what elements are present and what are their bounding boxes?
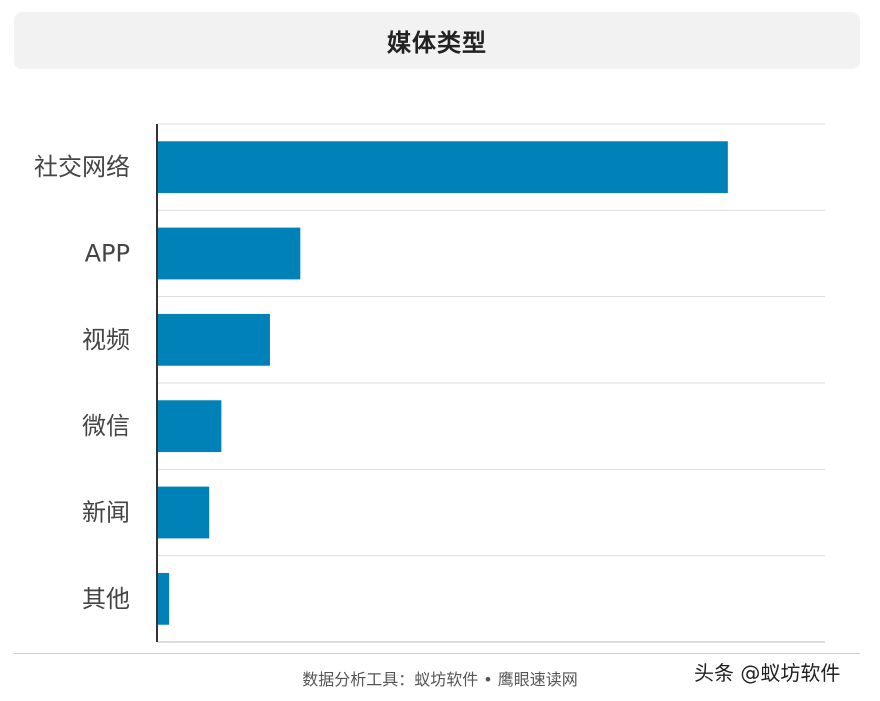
category-label-3: 视频 — [82, 326, 130, 354]
bar-5 — [157, 486, 210, 539]
bar-2 — [157, 227, 301, 280]
chart-title: 媒体类型 — [387, 29, 487, 57]
watermark: 头条 @蚁坊软件 — [694, 661, 841, 685]
footer-divider — [14, 653, 860, 654]
category-label-4: 微信 — [82, 412, 130, 440]
category-label-6: 其他 — [82, 585, 130, 613]
bar-1 — [157, 141, 728, 194]
bar-6 — [157, 572, 170, 625]
chart-title-bar: 媒体类型 — [14, 12, 860, 69]
category-label-1: 社交网络 — [34, 153, 130, 181]
bar-3 — [157, 313, 270, 366]
bar-4 — [157, 400, 222, 453]
category-label-5: 新闻 — [82, 499, 130, 527]
data-source-note: 数据分析工具：蚁坊软件 • 鹰眼速读网 — [302, 670, 578, 689]
category-label-2: APP — [85, 240, 130, 268]
